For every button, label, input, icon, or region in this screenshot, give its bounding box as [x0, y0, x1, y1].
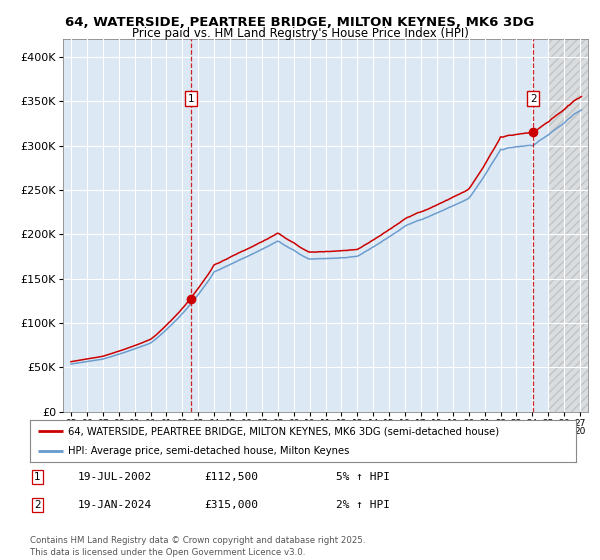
Text: Contains HM Land Registry data © Crown copyright and database right 2025.
This d: Contains HM Land Registry data © Crown c… [30, 536, 365, 557]
Text: 19-JUL-2002: 19-JUL-2002 [78, 472, 152, 482]
Text: 2% ↑ HPI: 2% ↑ HPI [336, 500, 390, 510]
Text: 1: 1 [188, 94, 194, 104]
Text: 2: 2 [530, 94, 536, 104]
Text: 2: 2 [34, 500, 41, 510]
Text: 5% ↑ HPI: 5% ↑ HPI [336, 472, 390, 482]
Bar [548, 39, 588, 412]
Text: £112,500: £112,500 [204, 472, 258, 482]
Text: HPI: Average price, semi-detached house, Milton Keynes: HPI: Average price, semi-detached house,… [68, 446, 350, 456]
Text: 1: 1 [34, 472, 41, 482]
Text: 19-JAN-2024: 19-JAN-2024 [78, 500, 152, 510]
Text: 64, WATERSIDE, PEARTREE BRIDGE, MILTON KEYNES, MK6 3DG: 64, WATERSIDE, PEARTREE BRIDGE, MILTON K… [65, 16, 535, 29]
Text: Price paid vs. HM Land Registry's House Price Index (HPI): Price paid vs. HM Land Registry's House … [131, 27, 469, 40]
Text: £315,000: £315,000 [204, 500, 258, 510]
Text: 64, WATERSIDE, PEARTREE BRIDGE, MILTON KEYNES, MK6 3DG (semi-detached house): 64, WATERSIDE, PEARTREE BRIDGE, MILTON K… [68, 426, 499, 436]
